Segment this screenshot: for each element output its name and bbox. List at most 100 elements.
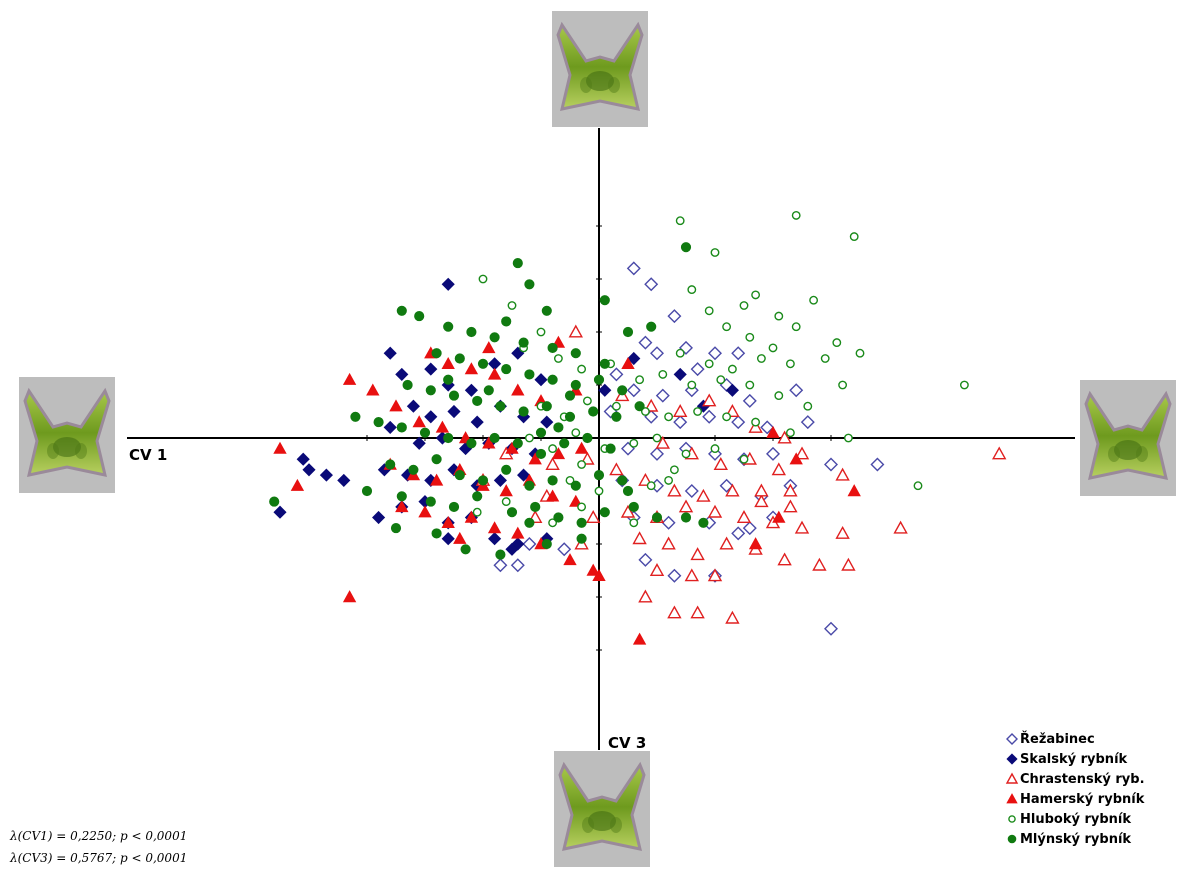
data-point bbox=[913, 481, 923, 491]
legend-marker bbox=[1005, 772, 1019, 784]
data-point bbox=[626, 261, 641, 276]
data-point bbox=[713, 457, 728, 470]
data-point bbox=[586, 510, 601, 523]
data-point bbox=[564, 411, 576, 422]
data-point bbox=[629, 518, 639, 528]
data-point bbox=[395, 367, 409, 381]
data-point bbox=[673, 415, 688, 430]
data-point bbox=[622, 485, 634, 497]
data-point bbox=[742, 393, 757, 408]
data-point bbox=[646, 481, 656, 491]
data-point bbox=[464, 510, 479, 523]
data-point bbox=[501, 316, 512, 327]
data-point bbox=[541, 401, 552, 412]
legend-marker bbox=[1006, 753, 1018, 765]
data-point bbox=[540, 415, 554, 429]
data-point bbox=[568, 324, 583, 338]
data-point bbox=[582, 432, 593, 444]
series-3 bbox=[273, 335, 861, 645]
data-point bbox=[707, 568, 723, 582]
data-point bbox=[478, 274, 488, 284]
data-point bbox=[809, 295, 819, 305]
data-point bbox=[684, 568, 699, 582]
legend-entry: Chrastenský ryb. bbox=[1020, 772, 1145, 787]
data-point bbox=[524, 279, 535, 290]
data-point bbox=[501, 497, 511, 507]
data-point bbox=[524, 517, 535, 528]
data-point bbox=[843, 433, 853, 443]
data-point bbox=[646, 321, 657, 332]
data-point bbox=[696, 488, 711, 502]
data-point bbox=[638, 335, 653, 350]
data-point bbox=[605, 443, 616, 454]
data-point bbox=[621, 356, 635, 370]
data-point bbox=[487, 521, 502, 534]
data-point bbox=[742, 521, 757, 536]
data-point bbox=[302, 463, 316, 477]
data-points bbox=[269, 210, 1007, 645]
data-point bbox=[470, 415, 484, 429]
data-point bbox=[667, 483, 682, 497]
data-point bbox=[771, 462, 786, 476]
legend-entry: Hluboký rybník bbox=[1020, 812, 1131, 827]
data-point bbox=[506, 507, 518, 518]
data-point bbox=[756, 354, 766, 363]
data-point bbox=[598, 383, 612, 397]
data-point bbox=[342, 372, 357, 385]
data-point bbox=[505, 542, 519, 556]
data-point bbox=[675, 348, 685, 358]
data-point bbox=[768, 343, 778, 353]
data-point bbox=[518, 406, 529, 417]
data-point bbox=[992, 446, 1007, 460]
data-point bbox=[553, 422, 564, 433]
data-point bbox=[390, 523, 402, 534]
data-point bbox=[599, 295, 610, 306]
data-point bbox=[754, 483, 769, 497]
data-point bbox=[383, 420, 397, 434]
data-point bbox=[424, 410, 438, 424]
data-point bbox=[617, 475, 628, 486]
data-point bbox=[499, 484, 513, 497]
data-point bbox=[789, 452, 803, 465]
data-point bbox=[528, 452, 542, 465]
data-point bbox=[466, 326, 477, 338]
data-point bbox=[725, 483, 740, 497]
data-point bbox=[650, 346, 664, 361]
data-point bbox=[635, 375, 645, 385]
data-point bbox=[707, 504, 723, 518]
axes bbox=[127, 128, 1075, 750]
data-point bbox=[640, 407, 650, 416]
data-point bbox=[725, 610, 740, 624]
data-point bbox=[629, 438, 639, 448]
data-point bbox=[638, 589, 653, 603]
data-point bbox=[777, 552, 792, 566]
data-point bbox=[441, 532, 455, 546]
data-point bbox=[835, 467, 850, 481]
data-point bbox=[745, 332, 755, 342]
data-point bbox=[570, 480, 581, 491]
data-point bbox=[693, 407, 703, 416]
data-point bbox=[418, 505, 432, 518]
data-point bbox=[545, 489, 560, 502]
data-point bbox=[687, 285, 697, 295]
data-point bbox=[582, 396, 592, 406]
data-point bbox=[396, 422, 407, 433]
data-point bbox=[588, 406, 599, 417]
data-point bbox=[541, 538, 552, 550]
data-point bbox=[684, 484, 699, 498]
data-point bbox=[766, 425, 780, 438]
data-point bbox=[661, 536, 676, 550]
data-point bbox=[342, 590, 357, 603]
data-point bbox=[414, 311, 425, 322]
legend-entry: Řežabinec bbox=[1020, 731, 1095, 747]
data-point bbox=[626, 383, 641, 398]
data-point bbox=[431, 348, 442, 359]
data-point bbox=[586, 563, 600, 576]
data-point bbox=[748, 419, 763, 433]
data-point bbox=[395, 500, 409, 513]
data-point bbox=[505, 441, 519, 454]
data-point bbox=[512, 438, 523, 449]
legend: Řežabinec Skalský rybník Chrastenský ryb. H… bbox=[1005, 731, 1145, 847]
data-point bbox=[495, 401, 506, 412]
data-point bbox=[690, 547, 705, 561]
